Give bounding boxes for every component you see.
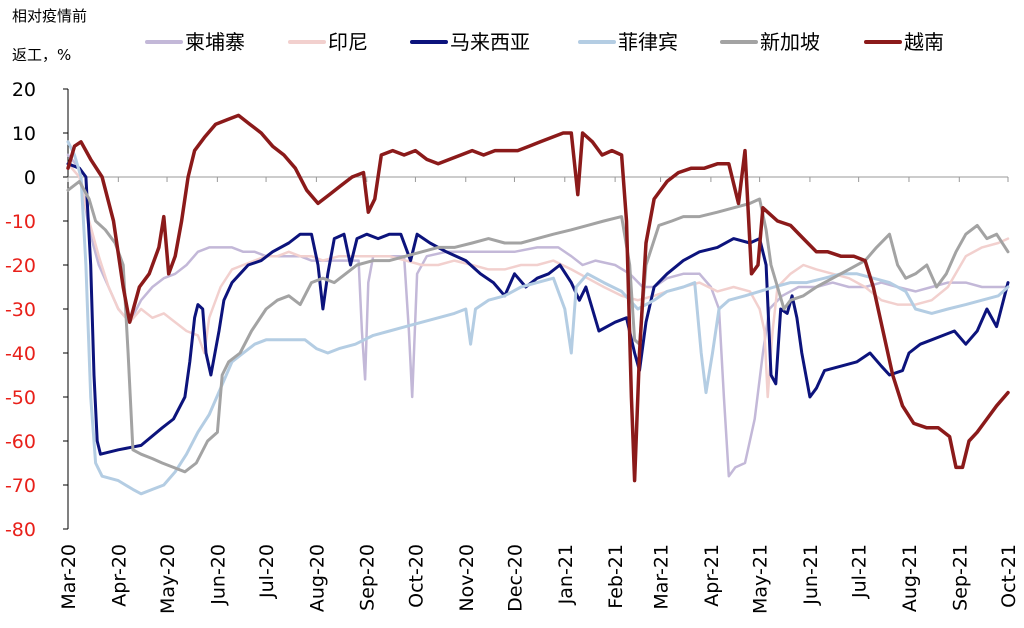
x-ticks: Mar-20 Apr-20 May-20 Jun-20 Jul-20 Aug-20 Sep-…: [58, 177, 1020, 614]
x-tick-label: Oct-20: [405, 544, 427, 608]
legend-item: 新加坡: [720, 30, 820, 54]
plot-area: 20 10 0 -10 -20 -30 -40 -50 -60 -70 -80 Mar-20 Apr-…: [5, 79, 1020, 614]
x-tick-label: Apr-21: [701, 544, 723, 607]
legend-label: 新加坡: [760, 30, 820, 54]
legend-label: 越南: [904, 30, 944, 54]
legend-item: 越南: [864, 30, 944, 54]
y-tick-label: -20: [5, 255, 36, 277]
y-tick-label: -50: [5, 387, 36, 409]
x-tick-label: Jul-20: [256, 544, 278, 599]
y-axis-title-line2: 返工，%: [12, 46, 71, 64]
y-tick-label: -30: [5, 299, 36, 321]
x-tick-label: Jul-21: [849, 544, 871, 599]
x-tick-label: Jun-21: [800, 544, 822, 606]
x-tick-label: Sep-21: [949, 544, 971, 611]
y-tick-label: 0: [24, 167, 36, 189]
y-ticks: 20 10 0 -10 -20 -30 -40 -50 -60 -70 -80: [5, 79, 68, 541]
series-line-1: [66, 153, 1010, 478]
legend-label: 马来西亚: [450, 30, 530, 54]
y-tick-label: 20: [12, 79, 36, 101]
legend-item: 马来西亚: [410, 30, 530, 54]
x-tick-label: May-21: [750, 544, 772, 614]
x-tick-label: Mar-20: [58, 544, 80, 610]
x-tick-label: Oct-21: [998, 544, 1020, 608]
legend-label: 菲律宾: [618, 30, 678, 54]
legend-item: 菲律宾: [578, 30, 678, 54]
legend-item: 印尼: [288, 30, 368, 54]
x-tick-label: Dec-20: [504, 544, 526, 612]
y-tick-label: -70: [5, 475, 36, 497]
x-tick-label: Sep-20: [357, 544, 379, 611]
y-tick-label: -10: [5, 211, 36, 233]
x-tick-label: Jan-21: [555, 544, 577, 605]
x-tick-label: May-20: [157, 544, 179, 614]
x-tick-label: Nov-20: [456, 544, 478, 612]
x-tick-label: Apr-20: [108, 544, 130, 607]
series-line-6: [66, 113, 1010, 483]
y-tick-label: -80: [5, 519, 36, 541]
y-tick-label: 10: [12, 123, 36, 145]
series-lines: [66, 113, 1010, 496]
x-tick-label: Aug-20: [306, 544, 328, 612]
legend-label: 柬埔寨: [185, 30, 245, 54]
y-tick-label: -60: [5, 431, 36, 453]
series-line-4: [66, 140, 1010, 496]
y-axis-title: 相对疫情前 返工，%: [12, 7, 87, 64]
legend: 柬埔寨 印尼 马来西亚 菲律宾 新加坡 越南: [145, 30, 944, 54]
y-axis-title-line1: 相对疫情前: [12, 7, 87, 25]
legend-label: 印尼: [328, 30, 368, 54]
series-line-5: [66, 179, 1010, 474]
x-tick-label: Feb-21: [605, 544, 627, 609]
series-line-3: [66, 162, 1010, 456]
x-tick-label: Aug-21: [899, 544, 921, 612]
legend-item: 柬埔寨: [145, 30, 245, 54]
x-tick-label: Mar-21: [651, 544, 673, 610]
y-tick-label: -40: [5, 343, 36, 365]
x-tick-label: Jun-20: [207, 544, 229, 606]
